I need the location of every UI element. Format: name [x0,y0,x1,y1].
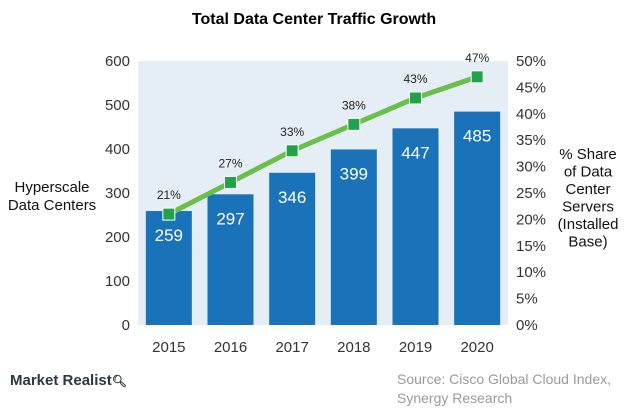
share-marker [347,117,361,131]
share-marker [224,175,237,189]
x-tick-label: 2019 [399,339,432,356]
y-left-tick-label: 0 [122,317,130,334]
plot-area [138,61,508,325]
y-right-tick-label: 20% [516,211,546,228]
share-marker [470,70,484,84]
y-right-tick-label: 25% [516,185,546,202]
bar-value-label: 259 [155,226,183,245]
y-right-tick-label: 0% [516,317,538,334]
x-tick-label: 2017 [275,339,308,356]
bar [454,111,501,325]
x-tick-label: 2015 [152,339,185,356]
y-right-tick-label: 15% [516,238,546,255]
y-left-tick-label: 500 [105,97,130,114]
y-left-tick-label: 300 [105,185,130,202]
y-right-tick-label: 30% [516,159,546,176]
brand-logo: Market Realist🔍︎ [10,372,127,389]
source-line-2: Synergy Research [397,390,513,406]
y-right-tick-label: 40% [516,106,546,123]
bar [330,149,377,325]
bar-value-label: 399 [340,164,368,183]
share-value-label: 27% [218,156,242,170]
y-right-axis-title-line: (Installed [558,216,619,233]
y-right-tick-label: 50% [516,53,546,70]
y-right-axis-title-line: Center [565,181,610,198]
bar [392,128,439,325]
y-left-axis-title-line: Data Centers [8,197,96,214]
share-marker [285,144,299,158]
bar [207,194,254,325]
y-right-axis-title-line: of Data [564,164,613,181]
share-line [167,74,478,217]
bar-value-label: 447 [401,143,429,162]
x-tick-label: 2018 [337,339,370,356]
y-right-axis-title-line: % Share [559,146,617,163]
share-value-label: 33% [280,125,304,139]
y-right-tick-label: 5% [516,291,538,308]
x-tick-label: 2020 [460,339,493,356]
bar [269,172,316,325]
y-right-axis-title-line: Base) [568,234,607,251]
bar [145,211,192,325]
y-left-tick-label: 200 [105,229,130,246]
source-note: Source: Cisco Global Cloud Index, Synerg… [397,370,611,408]
y-left-tick-label: 400 [105,141,130,158]
share-value-label: 47% [465,51,489,65]
y-right-tick-label: 45% [516,79,546,96]
bar-value-label: 346 [278,188,306,207]
y-right-tick-label: 10% [516,264,546,281]
y-left-axis-title-line: Hyperscale [14,179,89,196]
source-line-1: Source: Cisco Global Cloud Index, [397,371,611,387]
x-tick-label: 2016 [214,339,247,356]
share-marker [162,207,176,221]
y-right-tick-label: 35% [516,132,546,149]
chart-title: Total Data Center Traffic Growth [192,11,436,28]
bar-value-label: 485 [463,127,491,146]
magnifier-icon: 🔍︎ [111,374,127,388]
y-left-tick-label: 600 [105,53,130,70]
share-value-label: 21% [157,188,181,202]
y-left-axis-title: Hyperscale Data Centers [8,179,96,214]
share-value-label: 38% [342,98,366,112]
share-marker [409,91,422,105]
bar-value-label: 297 [216,209,244,228]
brand-name: Market Realist [10,372,112,389]
y-right-axis-title-line: Servers [562,199,614,216]
y-left-tick-label: 100 [105,273,130,290]
y-right-axis-title: % Share of Data Center Servers (Installed Bas… [558,146,619,251]
share-value-label: 43% [403,72,427,86]
